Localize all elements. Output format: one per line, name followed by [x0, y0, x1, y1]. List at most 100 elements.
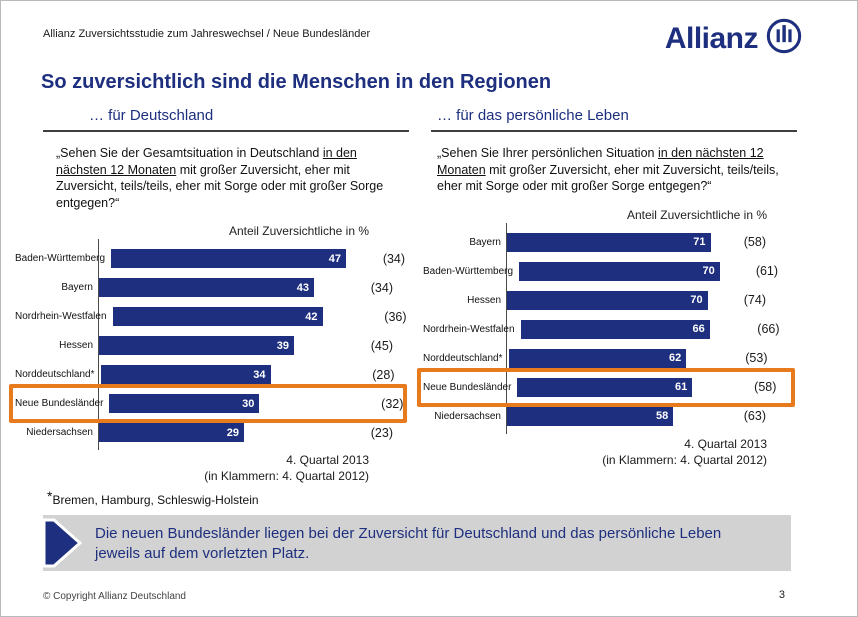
category-label: Niedersachsen — [26, 427, 93, 438]
previous-value-label: (58) — [743, 235, 766, 249]
bar: 61 — [517, 377, 693, 397]
bar-track: 34 — [100, 365, 351, 384]
previous-value-label: (36) — [384, 309, 407, 324]
bar-track: 61 — [517, 377, 732, 397]
chart-row: Niedersachsen 58 (63) — [423, 402, 797, 431]
bar-value-label: 42 — [305, 310, 318, 323]
previous-value-label: (45) — [370, 338, 393, 353]
chart-row: Hessen 39 (45) — [15, 331, 409, 360]
category-label: Neue Bundesländer — [15, 398, 104, 409]
bar-value-label: 29 — [226, 426, 239, 439]
period-note-line: 4. Quartal 2013 — [684, 436, 767, 451]
bar: 47 — [111, 249, 347, 268]
chart-section-deutschland: … für Deutschland „Sehen Sie der Gesamts… — [9, 107, 409, 484]
previous-value-label: (74) — [743, 293, 766, 307]
bar-chart-persoenliches-leben: Bayern 71 (58) Baden-Württemberg 70 (61) Hesse… — [417, 222, 797, 434]
bar-value-label: 43 — [296, 281, 309, 294]
chart-row: Niedersachsen 29 (23) — [15, 418, 409, 447]
bar-track: 47 — [111, 249, 361, 268]
previous-value-label: (28) — [372, 367, 395, 382]
bar-track: 71 — [507, 232, 722, 252]
footnote-text: Bremen, Hamburg, Schleswig-Holstein — [52, 493, 259, 507]
bar-track: 58 — [507, 406, 722, 426]
bar-track: 70 — [519, 261, 734, 281]
bar: 29 — [99, 423, 244, 442]
chart-row: Baden-Württemberg 47 (34) — [15, 244, 409, 273]
bar-track: 29 — [99, 423, 349, 442]
bar-value-label: 30 — [242, 397, 255, 410]
bar-track: 62 — [508, 348, 724, 368]
bar-value-label: 47 — [328, 252, 342, 265]
chart-row: Baden-Württemberg 70 (61) — [423, 257, 797, 286]
chart-row: Nordrhein-Westfalen 66 (66) — [423, 315, 797, 344]
bar-chart-deutschland: Baden-Württemberg 47 (34) Bayern 43 (34) Nordr… — [9, 239, 409, 450]
value-axis-label: Anteil Zuversichtliche in % — [228, 224, 369, 238]
bar-value-label: 61 — [675, 381, 688, 393]
survey-question: „Sehen Sie der Gesamtsituation in Deutsc… — [56, 145, 386, 211]
question-text: mit großer Zuversicht, eher mit Zuversic… — [437, 162, 779, 194]
allianz-logo: Allianz — [665, 17, 803, 60]
category-label: Bayern — [469, 236, 501, 248]
bar: 30 — [109, 394, 260, 413]
bar-value-label: 34 — [253, 368, 266, 381]
bar: 34 — [100, 365, 271, 384]
heading-divider — [43, 130, 409, 132]
page-title: So zuversichtlich sind die Menschen in d… — [41, 71, 552, 94]
previous-value-label: (63) — [743, 409, 766, 423]
category-label: Neue Bundesländer — [423, 381, 512, 393]
bar: 66 — [520, 319, 710, 339]
allianz-eagle-icon — [765, 17, 803, 60]
bar: 62 — [508, 348, 687, 368]
bar-track: 66 — [520, 319, 736, 339]
bar-track: 43 — [99, 278, 349, 297]
period-note: 4. Quartal 2013 (in Klammern: 4. Quartal… — [431, 436, 797, 468]
bar-track: 70 — [507, 290, 722, 310]
bar-value-label: 70 — [702, 265, 715, 277]
key-message-text: Die neuen Bundesländer liegen bei der Zu… — [95, 525, 722, 563]
bar: 71 — [507, 232, 711, 252]
axis-line — [506, 222, 507, 434]
chart-row: Norddeutschland* 34 (28) — [15, 360, 409, 389]
bar-value-label: 70 — [690, 294, 703, 306]
bar-track: 39 — [99, 336, 349, 355]
category-label: Bayern — [61, 282, 93, 293]
category-label: Norddeutschland* — [423, 352, 503, 364]
chart-heading: … für Deutschland — [89, 107, 214, 124]
category-label: Norddeutschland* — [15, 369, 95, 380]
previous-value-label: (23) — [370, 425, 393, 440]
chart-row: Bayern 43 (34) — [15, 273, 409, 302]
copyright-notice: © Copyright Allianz Deutschland — [43, 591, 186, 602]
bar: 42 — [112, 307, 323, 326]
previous-value-label: (32) — [381, 396, 404, 411]
bar: 70 — [519, 261, 720, 281]
bar-rows: Bayern 71 (58) Baden-Württemberg 70 (61) Hesse… — [417, 228, 797, 431]
question-text: mit großer Zuversicht, eher mit Zuversic… — [56, 162, 384, 210]
bar-track: 42 — [112, 307, 363, 326]
chart-row: Neue Bundesländer 61 (58) — [417, 367, 797, 407]
key-message-callout: Die neuen Bundesländer liegen bei der Zu… — [41, 515, 791, 573]
chart-section-persoenliches-leben: … für das persönliche Leben „Sehen Sie I… — [417, 107, 797, 484]
category-label: Hessen — [467, 294, 501, 306]
footnote-marker: * — [47, 488, 53, 504]
slide-subtitle: Allianz Zuversichtsstudie zum Jahreswech… — [43, 28, 371, 40]
category-label: Niedersachsen — [434, 410, 501, 422]
arrow-right-icon — [41, 518, 83, 573]
previous-value-label: (34) — [382, 251, 406, 266]
category-label: Nordrhein-Westfalen — [423, 323, 515, 335]
category-label: Baden-Württemberg — [423, 265, 514, 277]
previous-value-label: (66) — [757, 322, 780, 336]
bar: 39 — [99, 336, 294, 355]
heading-divider — [431, 130, 797, 132]
allianz-wordmark: Allianz — [664, 21, 759, 55]
value-axis-label: Anteil Zuversichtliche in % — [626, 207, 767, 222]
axis-line — [98, 239, 99, 450]
previous-value-label: (61) — [755, 264, 779, 278]
category-label: Baden-Württemberg — [15, 253, 106, 264]
question-text: „Sehen Sie Ihrer persönlichen Situation — [437, 146, 658, 160]
period-note-line: 4. Quartal 2013 — [286, 453, 369, 467]
bar: 43 — [99, 278, 314, 297]
period-note-line: (in Klammern: 4. Quartal 2012) — [602, 452, 767, 467]
question-underlined-text: in den nächsten 12 Monaten — [437, 146, 764, 177]
bar-value-label: 58 — [656, 410, 669, 422]
